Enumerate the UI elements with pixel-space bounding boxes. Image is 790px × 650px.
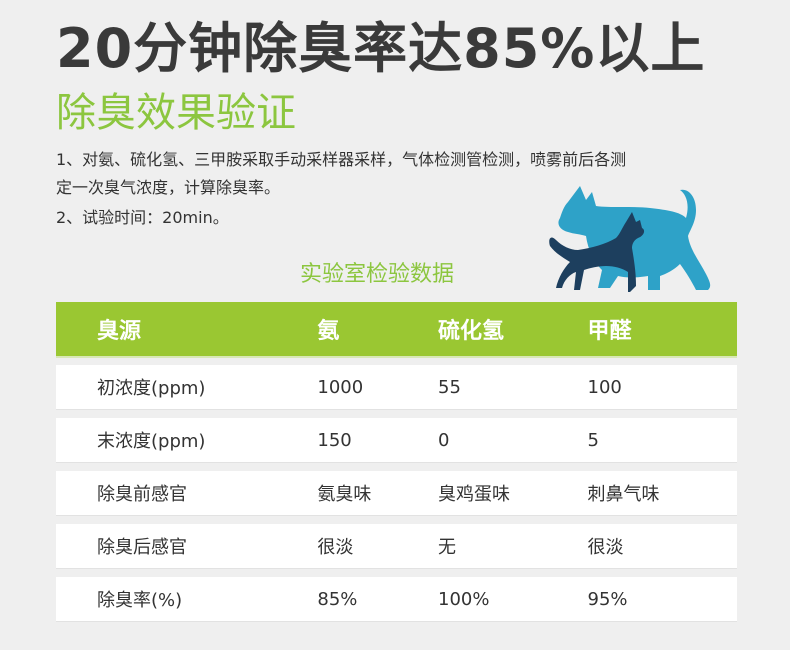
table-cell: 刺鼻气味 <box>587 484 660 505</box>
header-cell-ammonia: 氨 <box>317 319 340 344</box>
table-cell: 85% <box>317 588 358 610</box>
table-cell: 0 <box>438 429 450 451</box>
table-row: 除臭后感官 很淡 无 很淡 <box>56 524 737 568</box>
table-cell: 1000 <box>317 376 364 398</box>
headline: 20分钟除臭率达85%以上 <box>56 17 706 80</box>
table-cell: 55 <box>438 376 461 398</box>
table-cell: 无 <box>438 537 456 558</box>
small-dog-icon <box>549 212 645 292</box>
table-header: 臭源 氨 硫化氢 甲醛 <box>56 302 737 356</box>
table-cell: 臭鸡蛋味 <box>438 484 510 505</box>
table-row: 除臭前感官 氨臭味 臭鸡蛋味 刺鼻气味 <box>56 471 737 515</box>
dogs-illustration <box>549 186 711 292</box>
row-label: 初浓度(ppm) <box>97 378 206 399</box>
lab-data-table: 臭源 氨 硫化氢 甲醛 初浓度(ppm) 1000 55 100 末浓度(ppm… <box>56 302 737 621</box>
row-label: 末浓度(ppm) <box>97 431 206 452</box>
table-cell: 很淡 <box>587 537 624 558</box>
table-cell: 5 <box>587 429 599 451</box>
note-line-2: 定一次臭气浓度，计算除臭率。 <box>56 178 281 197</box>
table-row: 除臭率(%) 85% 100% 95% <box>56 577 737 621</box>
header-cell-hydrogen-sulfide: 硫化氢 <box>438 319 505 344</box>
table-cell: 100% <box>438 588 490 610</box>
row-label: 除臭后感官 <box>97 537 187 558</box>
note-line-3: 2、试验时间：20min。 <box>56 208 229 227</box>
table-cell: 很淡 <box>317 537 354 558</box>
note-line-1: 1、对氨、硫化氢、三甲胺采取手动采样器采样，气体检测管检测，喷雾前后各测 <box>56 150 627 169</box>
table-row: 末浓度(ppm) 150 0 5 <box>56 418 737 462</box>
table-cell: 95% <box>587 588 628 610</box>
subheading: 除臭效果验证 <box>56 90 296 136</box>
table-cell: 氨臭味 <box>317 484 372 505</box>
header-cell-source: 臭源 <box>97 319 142 344</box>
table-row: 初浓度(ppm) 1000 55 100 <box>56 365 737 409</box>
row-label: 除臭前感官 <box>97 484 187 505</box>
row-label: 除臭率(%) <box>97 590 183 611</box>
table-cell: 150 <box>317 429 352 451</box>
table-cell: 100 <box>587 376 622 398</box>
table-caption: 实验室检验数据 <box>300 262 455 287</box>
header-cell-formaldehyde: 甲醛 <box>587 319 632 344</box>
